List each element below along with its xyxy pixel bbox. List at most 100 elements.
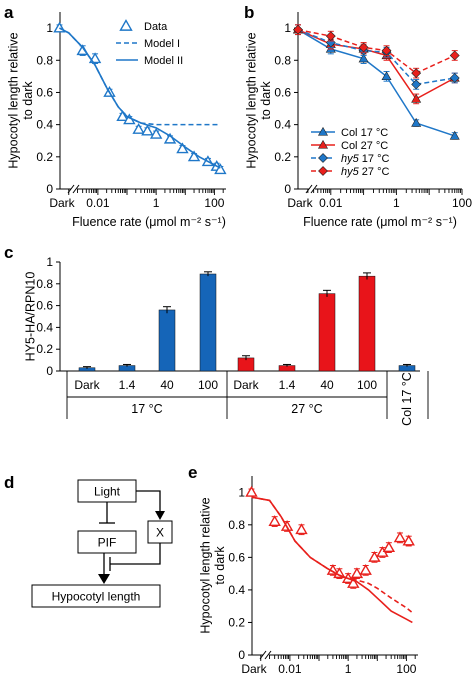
legend-marker [318, 153, 328, 163]
y-tick-label: 0 [238, 648, 245, 662]
x-tick-label: 0.01 [86, 196, 110, 210]
pif-hypocotyl-arrowhead [98, 574, 110, 584]
x-label: X [156, 526, 164, 540]
x-tick-label: 100 [396, 662, 416, 674]
category-label: 100 [357, 378, 377, 392]
x-tick-label: 1 [153, 196, 160, 210]
y-tick-label: 0.8 [36, 53, 53, 67]
legend-label: Col 17 °C [341, 127, 388, 139]
x-axis-label: Fluence rate (μmol m⁻² s⁻¹) [72, 215, 226, 229]
y-tick-label: 0 [46, 182, 53, 196]
data-point [411, 79, 422, 90]
y-tick-label: 0.4 [36, 320, 53, 334]
x-tick-label: 1 [345, 662, 352, 674]
data-point [132, 123, 145, 134]
category-label: Dark [233, 378, 259, 392]
series-line [297, 29, 455, 86]
bar [318, 293, 336, 372]
legend-marker [317, 139, 329, 149]
category-label: 1.4 [279, 378, 296, 392]
light-x-arrowhead [155, 511, 165, 520]
x-inhibit-edge [110, 543, 161, 565]
series-line [297, 28, 456, 75]
chart-a: 0 0.2 0.4 0.6 0.8 1 0.01 1 100 Dark Fluence rate (… [7, 12, 227, 229]
diagram-d: Light PIF X Hypocotyl length [31, 479, 173, 608]
data-point [382, 541, 396, 553]
data-point [358, 42, 369, 53]
x-tick-label-dark: Dark [287, 196, 313, 210]
data-point [347, 576, 360, 588]
hypocotyl-label: Hypocotyl length [52, 590, 141, 604]
legend-marker [317, 126, 329, 136]
y-tick-label: 0.6 [36, 85, 53, 99]
chart-c: 0 0.2 0.4 0.6 0.8 1 HY5-HA/RPN10 Dark 1.4 40 100 Da… [23, 255, 429, 426]
y-tick-label: 0.6 [274, 85, 291, 99]
series-line [297, 29, 455, 137]
y-tick-label: 0 [46, 364, 53, 378]
x-axis-break-mark [72, 184, 80, 194]
group-label: 27 °C [291, 402, 322, 416]
x-tick-label: 0.01 [319, 196, 343, 210]
y-tick-label: 1 [46, 255, 53, 269]
category-label: 100 [198, 378, 218, 392]
x-axis-break-gap [263, 651, 269, 659]
group-label: Col 17 °C [400, 372, 414, 426]
x-tick-label: 1 [393, 196, 400, 210]
legend-label: hy5 27 °C [341, 166, 389, 178]
x-tick-label: 100 [204, 196, 224, 210]
data-point [268, 515, 281, 527]
data-point [393, 531, 407, 543]
panel-label-d: d [4, 473, 14, 492]
data-point [402, 534, 415, 546]
bar [199, 273, 217, 372]
data-point [381, 45, 392, 56]
x-axis-break-mark [305, 184, 313, 194]
data-point [187, 150, 201, 162]
data-point [325, 31, 336, 42]
data-point [245, 485, 258, 497]
category-label: Dark [74, 378, 100, 392]
y-tick-label: 0.4 [228, 583, 245, 597]
y-tick-label: 0 [284, 182, 291, 196]
data-point [358, 53, 369, 63]
data-point [295, 523, 308, 535]
panel-label-c: c [4, 243, 13, 262]
series-line [59, 27, 221, 169]
data-point [293, 24, 303, 35]
data-point [214, 163, 227, 175]
data-point [350, 567, 364, 579]
y-tick-label: 0.2 [228, 615, 245, 629]
y-tick-label: 0.8 [228, 518, 245, 532]
series-line [251, 496, 413, 614]
data-point [176, 142, 189, 154]
pif-box [77, 530, 137, 554]
series-line [251, 496, 413, 624]
group-label: 17 °C [131, 402, 162, 416]
x-tick-label-dark: Dark [49, 196, 75, 210]
series-line [297, 29, 456, 100]
bar [158, 309, 176, 372]
chart-b: 0 0.2 0.4 0.6 0.8 1 0.01 1 100 Dark Fluence rate (… [245, 12, 472, 229]
x-axis-break-gap [71, 185, 77, 193]
y-tick-label: 1 [46, 21, 53, 35]
legend-marker [119, 19, 133, 31]
data-point [411, 117, 422, 127]
x-axis-break-gap [309, 185, 315, 193]
legend-label: Data [144, 21, 168, 33]
legend-label: hy5 17 °C [341, 153, 389, 165]
y-tick-label: 0.8 [36, 277, 53, 291]
legend-marker [318, 166, 328, 176]
series-line [59, 27, 221, 126]
data-point [449, 73, 460, 83]
category-label: 40 [320, 378, 334, 392]
data-point [411, 68, 422, 79]
data-point [449, 50, 460, 61]
light-label: Light [94, 485, 121, 499]
data-point [359, 563, 372, 575]
y-axis-label: HY5-HA/RPN10 [23, 272, 37, 362]
data-point [116, 110, 129, 122]
x-tick-label: 100 [452, 196, 472, 210]
data-point [381, 71, 392, 81]
panel-label-a: a [4, 3, 14, 22]
